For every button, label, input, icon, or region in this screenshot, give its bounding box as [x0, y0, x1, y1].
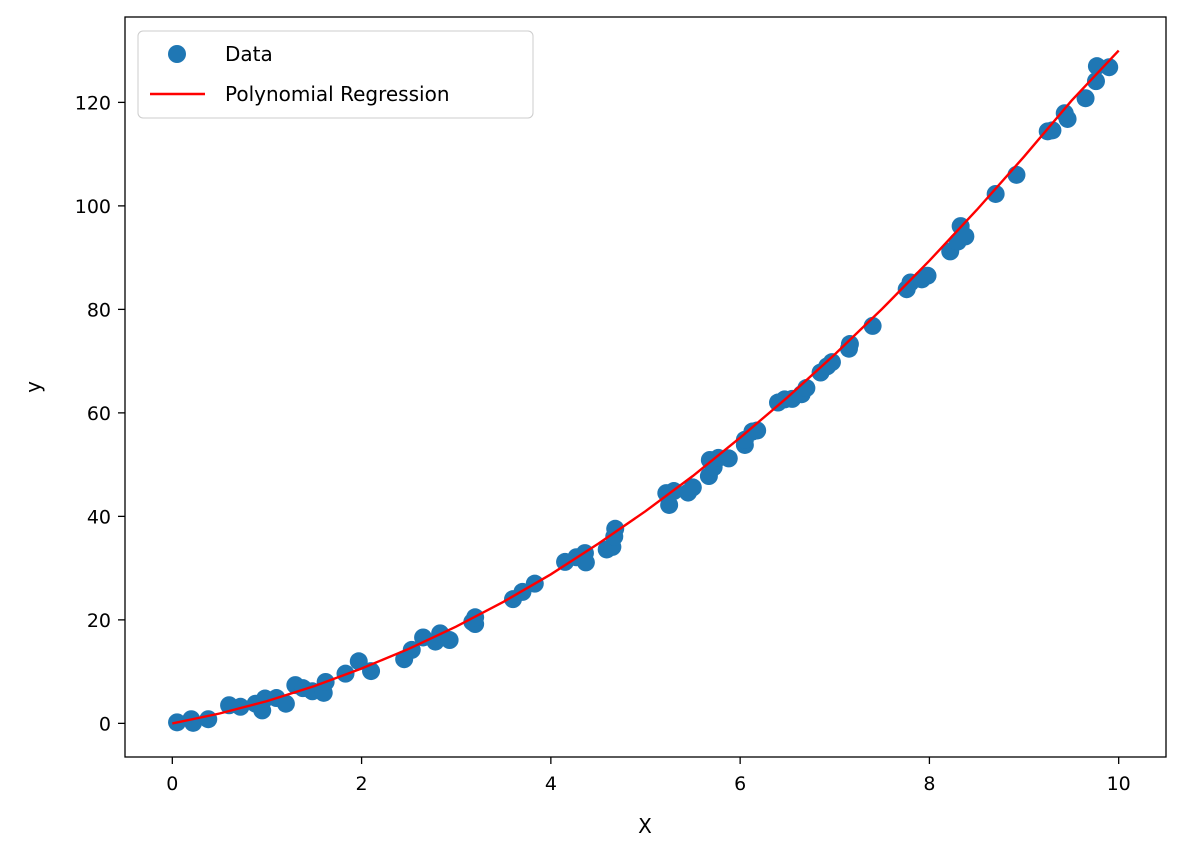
x-tick-label: 2	[356, 773, 368, 795]
data-point-71	[956, 227, 975, 246]
plot-marks	[168, 49, 1120, 732]
regression-line	[172, 49, 1120, 725]
axes-frame	[124, 16, 1167, 758]
x-tick-label: 10	[1107, 773, 1131, 795]
data-point-10	[276, 694, 295, 713]
data-point-62	[840, 335, 859, 354]
data-point-79	[1086, 72, 1105, 91]
legend-box	[137, 30, 534, 119]
y-tick-label: 40	[87, 506, 111, 528]
y-tick-label: 80	[87, 299, 111, 321]
y-tick-label: 20	[87, 610, 111, 632]
y-tick-label: 0	[99, 713, 111, 735]
data-point-43	[683, 478, 702, 497]
data-point-72	[986, 184, 1005, 203]
legend-label-regression: Polynomial Regression	[225, 82, 450, 106]
data-point-67	[918, 266, 937, 285]
y-tick-label: 100	[75, 196, 111, 218]
legend: Data Polynomial Regression	[137, 30, 534, 119]
data-point-48	[719, 449, 738, 468]
y-axis-label: y	[21, 381, 45, 393]
data-point-77	[1058, 109, 1077, 128]
data-point-75	[1043, 121, 1062, 140]
legend-label-data: Data	[225, 42, 273, 66]
x-axis-label: X	[638, 814, 652, 838]
y-tick-label: 60	[87, 403, 111, 425]
x-tick-label: 0	[166, 773, 178, 795]
data-point-60	[822, 353, 841, 372]
data-point-34	[576, 553, 595, 572]
data-point-78	[1076, 89, 1095, 108]
x-tick-label: 8	[923, 773, 935, 795]
data-point-17	[349, 652, 368, 671]
data-point-40	[660, 495, 679, 514]
x-tick-label: 6	[734, 773, 746, 795]
data-point-3	[199, 710, 218, 729]
x-tick-label: 4	[545, 773, 557, 795]
data-point-73	[1007, 165, 1026, 184]
legend-marker-data	[168, 45, 186, 63]
data-point-38	[606, 519, 625, 538]
data-point-81	[1100, 58, 1119, 77]
y-tick-label: 120	[75, 92, 111, 114]
data-point-24	[440, 631, 459, 650]
